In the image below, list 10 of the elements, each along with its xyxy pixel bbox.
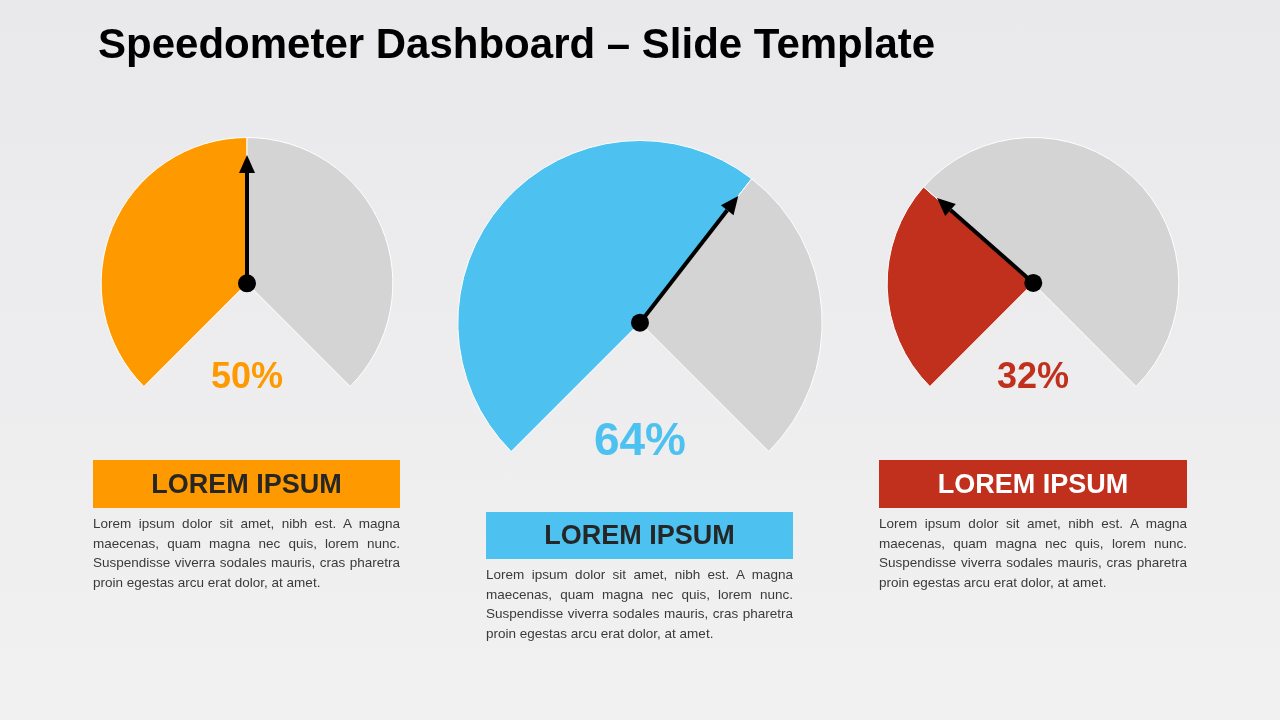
text: 32% bbox=[995, 354, 1071, 399]
text: LOREM IPSUM bbox=[93, 460, 400, 508]
text: LOREM IPSUM bbox=[486, 512, 793, 559]
text: LOREM IPSUM bbox=[879, 460, 1187, 508]
text: Lorem ipsum dolor sit amet, nibh est. A magna maecenas, quam magna nec quis, lorem nunc. Suspendisse viverra sodales mauris, cras pharetra proin egestas arcu erat dolor, at amet. bbox=[486, 566, 793, 643]
text: 64% bbox=[592, 412, 688, 468]
text: 50% bbox=[209, 354, 285, 399]
text: Speedometer Dashboard – Slide Template bbox=[98, 20, 936, 68]
text: Lorem ipsum dolor sit amet, nibh est. A magna maecenas, quam magna nec quis, lorem nunc. Suspendisse viverra sodales mauris, cras pharetra proin egestas arcu erat dolor, at amet. bbox=[93, 515, 400, 592]
text: Lorem ipsum dolor sit amet, nibh est. A magna maecenas, quam magna nec quis, lorem nunc. Suspendisse viverra sodales mauris, cras pharetra proin egestas arcu erat dolor, at amet. bbox=[879, 515, 1187, 592]
